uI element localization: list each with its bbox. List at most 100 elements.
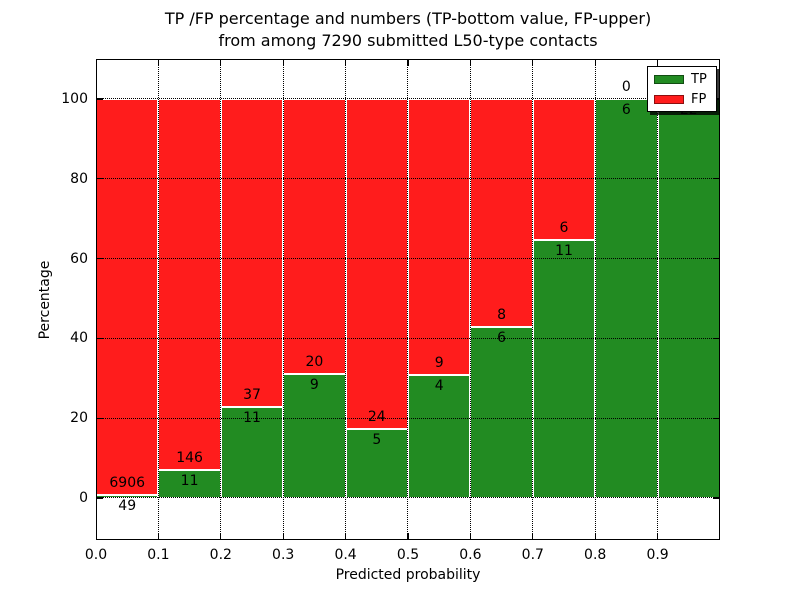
chart-title-line1: TP /FP percentage and numbers (TP-bottom… xyxy=(164,9,652,28)
y-gridline xyxy=(96,337,720,339)
x-tick-label: 0.5 xyxy=(396,547,420,563)
y-gridline xyxy=(96,178,720,180)
y-tick-mark xyxy=(96,257,103,260)
tp-count-label: 4 xyxy=(434,378,444,395)
bar-fp-segment xyxy=(158,98,221,471)
bar-fp-segment xyxy=(96,98,159,496)
x-tick-label: 0.1 xyxy=(147,547,170,563)
fp-count-label: 9 xyxy=(434,355,444,372)
tp-count-label: 6 xyxy=(621,101,631,118)
x-gridline xyxy=(656,59,658,540)
y-gridline xyxy=(96,257,720,259)
x-gridline xyxy=(157,59,159,540)
x-tick-mark xyxy=(407,59,409,66)
bar-fp-segment xyxy=(408,98,471,376)
y-tick-mark xyxy=(713,337,720,340)
y-tick-label: 0 xyxy=(79,490,88,507)
x-tick-label: 0.4 xyxy=(334,547,357,563)
legend-label-fp: FP xyxy=(691,91,707,107)
y-gridline xyxy=(96,98,720,100)
x-gridline xyxy=(469,59,471,540)
bar-fp-segment xyxy=(470,98,533,327)
legend: TP FP xyxy=(647,66,717,112)
y-tick-mark xyxy=(713,257,720,260)
x-tick-mark xyxy=(469,533,472,540)
x-tick-mark xyxy=(469,59,472,66)
tp-count-label: 49 xyxy=(118,498,137,515)
fp-count-label: 6 xyxy=(559,219,569,236)
x-tick-mark xyxy=(157,533,160,540)
fp-count-label: 20 xyxy=(305,354,324,371)
tp-color-swatch xyxy=(654,74,684,84)
chart-title: TP /FP percentage and numbers (TP-bottom… xyxy=(88,8,728,52)
y-gridline xyxy=(96,417,720,419)
x-gridline xyxy=(282,59,284,540)
fp-count-label: 0 xyxy=(621,78,631,95)
y-tick-mark xyxy=(96,417,103,419)
y-tick-label: 60 xyxy=(70,250,88,267)
x-tick-label: 0.3 xyxy=(272,547,295,563)
x-tick-mark xyxy=(344,533,347,540)
bar-tp-segment xyxy=(595,98,658,499)
bar-fp-segment xyxy=(283,98,346,375)
legend-item-fp: FP xyxy=(654,91,710,107)
bar-fp-segment xyxy=(532,98,596,240)
fp-count-label: 146 xyxy=(176,450,203,467)
x-tick-label: 0.2 xyxy=(209,547,232,563)
x-tick-mark xyxy=(656,533,659,540)
bar-fp-segment xyxy=(345,98,408,430)
x-tick-mark xyxy=(344,59,347,66)
x-gridline xyxy=(407,59,409,540)
tp-count-label: 5 xyxy=(372,432,382,449)
x-tick-label: 0.6 xyxy=(459,547,482,563)
bar-tp-segment xyxy=(657,98,720,499)
y-tick-label: 20 xyxy=(70,410,88,427)
x-tick-mark xyxy=(594,533,596,540)
x-gridline xyxy=(344,59,346,540)
y-tick-mark xyxy=(713,178,720,180)
tp-count-label: 11 xyxy=(243,409,261,426)
fp-count-label: 37 xyxy=(243,386,261,403)
y-tick-mark xyxy=(96,178,103,180)
y-tick-mark xyxy=(96,337,103,340)
bar-tp-segment xyxy=(532,239,596,499)
x-tick-mark xyxy=(532,533,534,540)
x-gridline xyxy=(220,59,222,540)
bar-tp-segment xyxy=(470,327,533,499)
y-tick-mark xyxy=(96,497,103,499)
y-axis-label: Percentage xyxy=(37,260,53,340)
tp-count-label: 11 xyxy=(555,242,573,259)
tp-count-label: 6 xyxy=(497,330,507,346)
y-tick-mark xyxy=(713,497,720,499)
x-tick-mark xyxy=(157,59,160,66)
y-tick-label: 40 xyxy=(70,330,88,347)
x-tick-mark xyxy=(282,533,284,540)
y-tick-label: 80 xyxy=(70,170,88,187)
fp-count-label: 8 xyxy=(497,307,507,323)
fp-color-swatch xyxy=(654,94,684,104)
legend-label-tp: TP xyxy=(691,71,707,87)
x-tick-mark xyxy=(594,59,596,66)
y-gridline xyxy=(96,497,720,499)
plot-area: 690649146113711209245948661106022 xyxy=(96,59,720,540)
tp-count-label: 9 xyxy=(309,377,319,394)
chart-title-line2: from among 7290 submitted L50-type conta… xyxy=(218,31,598,50)
x-tick-mark xyxy=(407,533,409,540)
x-tick-mark xyxy=(220,59,222,66)
y-tick-mark xyxy=(713,417,720,419)
x-tick-label: 0.7 xyxy=(521,547,544,563)
tp-count-label: 11 xyxy=(180,473,199,490)
bar-fp-segment xyxy=(220,98,284,407)
x-tick-label: 0.8 xyxy=(584,547,607,563)
x-tick-mark xyxy=(282,59,284,66)
y-tick-label: 100 xyxy=(61,90,88,107)
x-gridline xyxy=(532,59,534,540)
legend-item-tp: TP xyxy=(654,71,710,87)
x-tick-label: 0.9 xyxy=(646,547,669,563)
y-tick-mark xyxy=(96,98,103,100)
x-tick-mark xyxy=(220,533,222,540)
fp-count-label: 6906 xyxy=(109,475,146,492)
x-tick-mark xyxy=(532,59,534,66)
fp-count-label: 24 xyxy=(367,409,386,426)
